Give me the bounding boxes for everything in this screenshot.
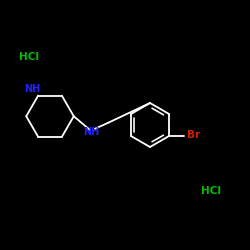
Text: NH: NH (83, 127, 100, 137)
Text: HCl: HCl (201, 186, 221, 196)
Text: HCl: HCl (19, 52, 39, 62)
Text: Br: Br (186, 130, 200, 140)
Text: NH: NH (24, 84, 41, 94)
